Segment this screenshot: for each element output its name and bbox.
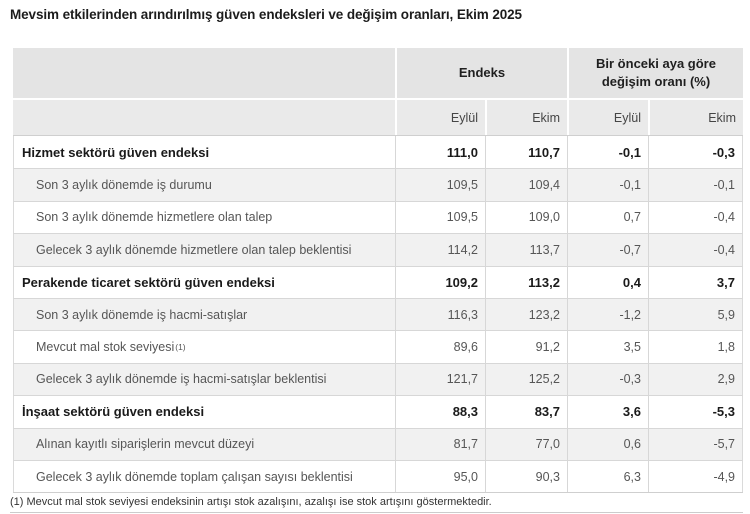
row-label: Alınan kayıtlı siparişlerin mevcut düzey… [36, 437, 255, 452]
row-label: Gelecek 3 aylık dönemde hizmetlere olan … [36, 242, 352, 257]
value-cell: 91,2 [485, 331, 567, 363]
value-cell: 109,0 [485, 201, 567, 234]
value-cell: 90,3 [485, 460, 567, 493]
value-cell: 116,3 [395, 298, 485, 331]
value-cell: 2,9 [648, 363, 742, 396]
value-cell: -4,9 [648, 460, 742, 493]
row-label: Gelecek 3 aylık dönemde iş hacmi-satışla… [36, 372, 327, 387]
value-cell: 81,7 [395, 428, 485, 460]
value-cell: 3,6 [567, 396, 648, 428]
table-row: Son 3 aylık dönemde hizmetlere olan tale… [13, 200, 743, 234]
row-label: Son 3 aylık dönemde hizmetlere olan tale… [36, 210, 273, 225]
value-cell: 111,0 [395, 136, 485, 169]
value-cell: 109,2 [395, 266, 485, 298]
subheader-spacer [13, 100, 395, 135]
table-row: İnşaat sektörü güven endeksi 88,3 83,7 3,6-… [13, 395, 743, 428]
value-cell: 3,5 [567, 331, 648, 363]
bottom-divider [10, 512, 743, 513]
value-cell: -5,7 [648, 428, 742, 460]
value-cell: 121,7 [395, 363, 485, 396]
value-cell: -5,3 [648, 396, 742, 428]
value-cell: 0,6 [567, 428, 648, 460]
table-row: Perakende ticaret sektörü güven endeksi 1… [13, 265, 743, 298]
value-cell: 109,5 [395, 169, 485, 201]
value-cell: 114,2 [395, 234, 485, 266]
table-subheader-row: Eylül Ekim Eylül Ekim [13, 98, 743, 135]
row-label: Hizmet sektörü güven endeksi [22, 144, 210, 160]
row-label: Son 3 aylık dönemde iş durumu [36, 178, 212, 193]
subheader-change-ekim: Ekim [648, 100, 743, 135]
value-cell: 123,2 [485, 298, 567, 331]
value-cell: -0,1 [567, 136, 648, 169]
value-cell: -0,1 [567, 169, 648, 201]
footnote: (1) Mevcut mal stok seviyesi endeksinin … [10, 496, 492, 508]
value-cell: 0,7 [567, 201, 648, 234]
row-label: Mevcut mal stok seviyesi (1) [36, 340, 186, 355]
column-group-change-rate: Bir önceki aya göre değişim oranı (%) [567, 48, 743, 98]
value-cell: -0,4 [648, 201, 742, 234]
value-cell: 83,7 [485, 396, 567, 428]
table-row: Son 3 aylık dönemde iş durumu 109,5 109,4-… [13, 168, 743, 201]
confidence-index-table: Endeks Bir önceki aya göre değişim oranı… [13, 48, 743, 494]
value-cell: 125,2 [485, 363, 567, 396]
value-cell: 0,4 [567, 266, 648, 298]
row-label: Perakende ticaret sektörü güven endeksi [22, 274, 275, 290]
table-row: Alınan kayıtlı siparişlerin mevcut düzey… [13, 427, 743, 460]
value-cell: -0,3 [648, 136, 742, 169]
subheader-endeks-ekim: Ekim [485, 100, 567, 135]
value-cell: 1,8 [648, 331, 742, 363]
table-row: Gelecek 3 aylık dönemde iş hacmi-satışla… [13, 362, 743, 396]
row-label: Gelecek 3 aylık dönemde toplam çalışan s… [36, 469, 353, 484]
value-cell: 109,5 [395, 201, 485, 234]
value-cell: -0,1 [648, 169, 742, 201]
table-row: Gelecek 3 aylık dönemde toplam çalışan s… [13, 459, 743, 493]
value-cell: -1,2 [567, 298, 648, 331]
value-cell: 113,7 [485, 234, 567, 266]
table-row: Hizmet sektörü güven endeksi 111,0 110,7 -0… [13, 136, 743, 169]
table-row: Son 3 aylık dönemde iş hacmi-satışlar 116… [13, 297, 743, 331]
value-cell: 89,6 [395, 331, 485, 363]
value-cell: 3,7 [648, 266, 742, 298]
value-cell: 88,3 [395, 396, 485, 428]
value-cell: 110,7 [485, 136, 567, 169]
value-cell: -0,3 [567, 363, 648, 396]
subheader-change-eylul: Eylül [567, 100, 648, 135]
table-header-group-row: Endeks Bir önceki aya göre değişim oranı… [13, 48, 743, 98]
column-group-endeks: Endeks [395, 48, 567, 98]
value-cell: 109,4 [485, 169, 567, 201]
table-body: Hizmet sektörü güven endeksi 111,0 110,7 -0… [13, 135, 743, 494]
value-cell: -0,4 [648, 234, 742, 266]
page-title: Mevsim etkilerinden arındırılmış güven e… [10, 7, 522, 22]
value-cell: 113,2 [485, 266, 567, 298]
table-row: Gelecek 3 aylık dönemde hizmetlere olan … [13, 233, 743, 266]
value-cell: -0,7 [567, 234, 648, 266]
value-cell: 77,0 [485, 428, 567, 460]
row-label: Son 3 aylık dönemde iş hacmi-satışlar [36, 307, 248, 322]
value-cell: 95,0 [395, 460, 485, 493]
value-cell: 5,9 [648, 298, 742, 331]
row-label: İnşaat sektörü güven endeksi [22, 404, 205, 420]
header-spacer [13, 48, 395, 98]
table-row: Mevcut mal stok seviyesi (1) 89,6 91,2 3,5 1,… [13, 330, 743, 363]
subheader-endeks-eylul: Eylül [395, 100, 485, 135]
value-cell: 6,3 [567, 460, 648, 493]
